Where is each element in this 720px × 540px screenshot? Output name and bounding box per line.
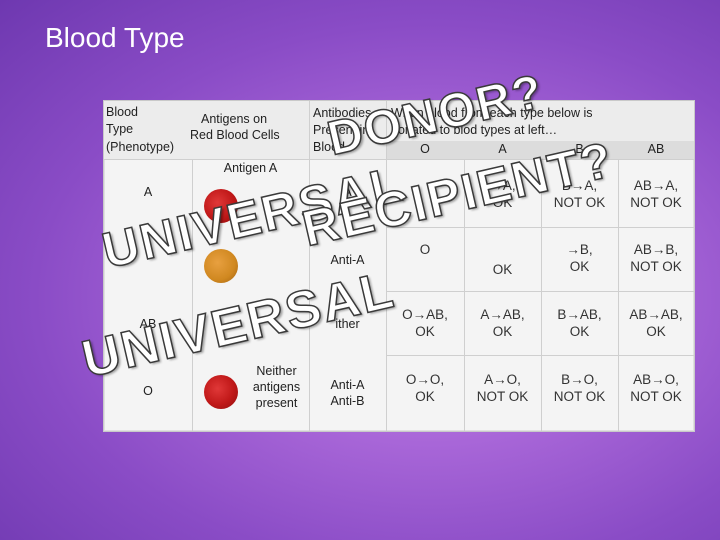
slide-title: Blood Type	[45, 22, 185, 53]
cell-ab-from-b: B→AB, OK	[557, 307, 602, 339]
cell-a-from-a: →A, OK	[489, 178, 516, 210]
cell-o-from-ab: AB→O, NOT OK	[630, 372, 682, 404]
donor-header-band	[386, 141, 694, 159]
donor-type-ab: AB	[647, 142, 665, 156]
cell-ab-from-o: O→AB, OK	[402, 307, 448, 339]
row-ab-antibodies: ither	[335, 317, 360, 331]
donor-type-o: O	[420, 142, 430, 156]
cell-a-from-ab: AB→A, NOT OK	[630, 178, 682, 210]
row-o-antibodies: Anti-A Anti-B	[330, 378, 365, 408]
cell-b-from-ab: AB→B, NOT OK	[630, 242, 682, 274]
row-type-ab: AB	[139, 317, 157, 331]
header-donation-line2: donated to blod types at left…	[391, 123, 558, 137]
cell-b-from-o: O	[419, 242, 431, 257]
donor-type-b: B	[575, 142, 584, 156]
cell-o-from-b: B→O, NOT OK	[553, 372, 606, 404]
header-donation-line1: When blood from each type below is	[391, 106, 593, 120]
header-present-in: Present in	[313, 123, 370, 137]
cell-o-from-o: O→O, OK	[405, 372, 445, 404]
cell-a-from-b: B→A, NOT OK	[553, 178, 606, 210]
header-blood: Blood	[106, 105, 138, 119]
row-type-a: A	[143, 185, 153, 199]
header-antigens-on: Antigens on	[201, 112, 268, 126]
row-o-antigen: Neither antigens present	[252, 364, 301, 410]
header-red-blood-cells: Red Blood Cells	[190, 128, 280, 142]
header-antibodies: Antibodies	[313, 106, 372, 120]
header-blood-col: Blood	[313, 140, 345, 154]
antigen-a-label: Antigen A	[223, 161, 278, 175]
donor-type-a: A	[498, 142, 507, 156]
row-type-o: O	[143, 384, 153, 398]
header-phenotype: (Phenotype)	[106, 140, 175, 154]
cell-b-from-a: OK	[492, 262, 513, 277]
row-b-antibodies: Anti-A	[330, 253, 365, 267]
cell-o-from-a: A→O, NOT OK	[476, 372, 529, 404]
cell-b-from-b: →B, OK	[566, 242, 593, 274]
header-type: Type	[106, 122, 134, 136]
row-a-antibodies: A	[343, 185, 352, 199]
cell-ab-from-ab: AB→AB, OK	[629, 307, 683, 339]
cell-ab-from-a: A→AB, OK	[480, 307, 525, 339]
blood-type-table: Blood Type (Phenotype) Antigens on Red B…	[103, 100, 695, 432]
